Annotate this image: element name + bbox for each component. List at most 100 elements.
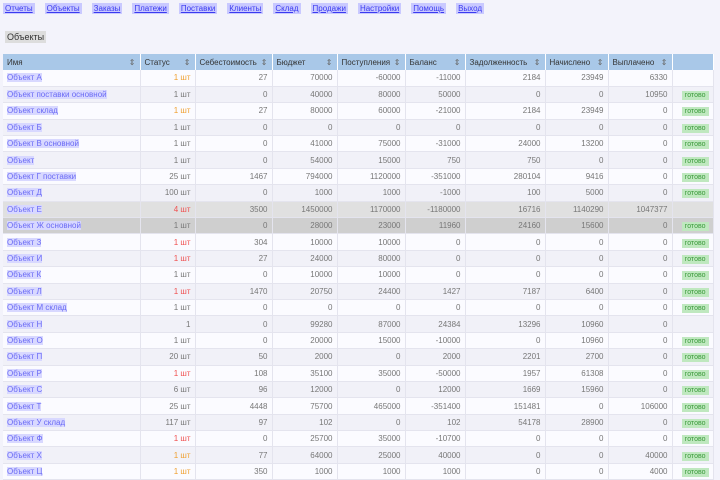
nav-link[interactable]: Платежи — [132, 3, 169, 14]
column-label: Баланс — [409, 57, 437, 67]
table-row[interactable]: Объект Е 4 шт 3500 1450000 1170000 -1180000 16… — [3, 201, 714, 219]
table-row[interactable]: Объект Н 1 0 99280 87000 24384 13296 10960 0 — [3, 315, 714, 333]
value-cell: 750 — [405, 151, 466, 169]
table-row[interactable]: Объект Г поставки 25 шт 1467 794000 1120000-… — [3, 168, 714, 186]
column-header[interactable]: Выплачено ⇕ — [608, 54, 673, 70]
object-link[interactable]: Объект поставки основной — [7, 90, 107, 100]
sort-icon[interactable]: ⇕ — [660, 57, 668, 67]
table-row[interactable]: Объект поставки основной 1 шт 0 40000 80000 5… — [3, 86, 714, 104]
column-header[interactable]: Баланс ⇕ — [405, 54, 466, 70]
table-row[interactable]: Объект Ж основной 1 шт 0 28000 23000 11960 241… — [3, 217, 714, 235]
sort-icon[interactable]: ⇕ — [393, 57, 401, 67]
value-cell: 0 — [195, 135, 273, 153]
object-link[interactable]: Объект Ф — [7, 434, 43, 444]
object-link[interactable]: Объект С — [7, 385, 43, 395]
object-link[interactable]: Объект З — [7, 237, 42, 247]
object-link[interactable]: Объект М склад — [7, 303, 67, 313]
object-link[interactable]: Объект И — [7, 253, 43, 263]
object-link[interactable]: Объект В основной — [7, 139, 79, 149]
sort-icon[interactable]: ⇕ — [596, 57, 604, 67]
nav-link[interactable]: Склад — [273, 3, 301, 14]
table-row[interactable]: Объект 1 шт 0 54000 15000 750 750 0 0 готово — [3, 151, 714, 169]
nav-link[interactable]: Отчеты — [3, 3, 35, 14]
sort-icon[interactable]: ⇕ — [453, 57, 461, 67]
object-link[interactable]: Объект А — [7, 73, 42, 83]
column-header[interactable]: Поступления ⇕ — [337, 54, 406, 70]
object-link[interactable]: Объект Г поставки — [7, 172, 77, 182]
badge-cell: готово — [672, 365, 714, 382]
value-cell: 304 — [195, 233, 273, 251]
sort-icon[interactable]: ⇕ — [128, 57, 136, 67]
table-row[interactable]: Объект Т 25 шт 4448 75700 465000 -351400 15148… — [3, 397, 714, 415]
name-cell: Объект О — [3, 332, 141, 350]
object-link[interactable]: Объект У склад — [7, 417, 66, 427]
value-cell: 102 — [405, 414, 466, 432]
table-row[interactable]: Объект склад 1 шт 27 80000 60000 -21000 2184 23… — [3, 102, 714, 120]
nav-link[interactable]: Клиенты — [227, 3, 264, 14]
badge-cell: готово — [672, 463, 714, 480]
column-header[interactable]: Себестоимость ⇕ — [195, 54, 273, 70]
object-link[interactable]: Объект Ж основной — [7, 221, 81, 231]
column-header[interactable]: Начислено ⇕ — [545, 54, 609, 70]
table-row[interactable]: Объект Д 100 шт 0 1000 1000 -1000 100 5000 0 гото… — [3, 184, 714, 202]
nav-link[interactable]: Настройки — [357, 3, 402, 14]
value-cell: 50000 — [405, 86, 466, 104]
sort-icon[interactable]: ⇕ — [183, 57, 191, 67]
table-row[interactable]: Объект М склад 1 шт 0 0 0 0 0 0 0 готово — [3, 299, 714, 317]
table-row[interactable]: Объект Л 1 шт 1470 20750 24400 1427 7187 6400 0 г… — [3, 283, 714, 300]
value-cell: 77 — [195, 446, 273, 464]
object-link[interactable]: Объект Р — [7, 368, 42, 378]
nav-link[interactable]: Заказы — [91, 3, 123, 14]
column-header[interactable]: Бюджет ⇕ — [272, 54, 338, 70]
object-link[interactable]: Объект — [7, 155, 35, 165]
sort-icon[interactable]: ⇕ — [533, 57, 541, 67]
table-row[interactable]: Объект В основной 1 шт 0 41000 75000 -31000 24… — [3, 135, 714, 153]
column-header[interactable]: Статус ⇕ — [140, 54, 196, 70]
table-row[interactable]: Объект П 20 шт 50 2000 0 2000 2201 2700 0 готово — [3, 348, 714, 366]
object-link[interactable]: Объект К — [7, 270, 42, 280]
status-badge: готово — [681, 418, 709, 428]
object-link[interactable]: Объект склад — [7, 106, 58, 116]
object-link[interactable]: Объект Л — [7, 286, 42, 296]
object-link[interactable]: Объект Н — [7, 319, 43, 329]
object-link[interactable]: Объект Ц — [7, 467, 43, 477]
object-link[interactable]: Объект Д — [7, 188, 42, 198]
object-link[interactable]: Объект Е — [7, 204, 42, 214]
status-badge: готово — [681, 254, 709, 264]
object-link[interactable]: Объект Х — [7, 450, 42, 460]
value-cell: 1000 — [337, 463, 406, 480]
column-header[interactable]: Задолженность ⇕ — [465, 54, 546, 70]
object-link[interactable]: Объект О — [7, 335, 43, 345]
value-cell: 0 — [608, 135, 673, 153]
status-badge: готово — [681, 451, 709, 461]
nav-link[interactable]: Помощь — [411, 3, 447, 14]
value-cell: 1427 — [405, 283, 466, 300]
nav-link[interactable]: Поставки — [178, 3, 218, 14]
sort-icon[interactable]: ⇕ — [260, 57, 268, 67]
sort-icon[interactable]: ⇕ — [325, 57, 333, 67]
status-badge: готово — [681, 173, 709, 183]
object-link[interactable]: Объект Б — [7, 122, 42, 132]
column-header[interactable]: Имя ⇕ — [3, 54, 141, 70]
table-row[interactable]: Объект Р 1 шт 108 35100 35000 -50000 1957 61308… — [3, 365, 714, 382]
value-cell: 0 — [272, 119, 338, 137]
table-row[interactable]: Объект У склад 117 шт 97 102 0 102 54178 28900 0… — [3, 414, 714, 432]
object-link[interactable]: Объект П — [7, 352, 43, 362]
table-row[interactable]: Объект А 1 шт 27 70000 -60000 -11000 2184 23949… — [3, 70, 714, 87]
value-cell: 0 — [465, 119, 546, 137]
nav-link[interactable]: Выход — [456, 3, 485, 14]
nav-link[interactable]: Продажи — [310, 3, 348, 14]
object-link[interactable]: Объект Т — [7, 401, 42, 411]
status-cell: 1 шт — [140, 250, 196, 268]
column-header[interactable] — [672, 54, 714, 70]
nav-link[interactable]: Объекты — [44, 3, 82, 14]
